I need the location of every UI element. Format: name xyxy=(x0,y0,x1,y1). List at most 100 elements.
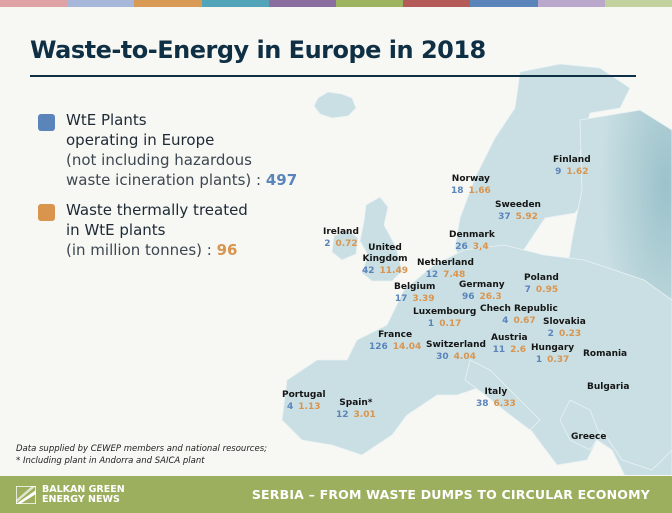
plants-count: 4 xyxy=(502,316,509,326)
plants-count: 2 xyxy=(324,239,331,249)
country-label-hungary: Hungary 1 0.37 xyxy=(531,343,574,366)
orange-square-icon xyxy=(38,204,55,221)
country-name: Portugal xyxy=(282,390,326,400)
country-name: Belgium xyxy=(394,282,436,292)
footer-bar: BALKAN GREEN ENERGY NEWS SERBIA – FROM W… xyxy=(0,476,672,513)
plants-count: 1 xyxy=(535,355,543,365)
title-underline xyxy=(30,75,636,77)
waste-amount: 0.95 xyxy=(535,285,559,295)
greece-shape xyxy=(559,399,601,451)
stripe-segment xyxy=(537,0,605,7)
scandinavia-shape xyxy=(454,63,631,279)
plants-count: 12 xyxy=(336,410,349,420)
italy-shape xyxy=(464,359,541,431)
page-title: Waste-to-Energy in Europe in 2018 xyxy=(30,36,486,64)
plants-count: 11 xyxy=(492,345,506,355)
europe-map xyxy=(281,63,672,475)
country-label-denmark: Denmark 26 3,4 xyxy=(449,230,495,253)
country-name: Slovakia xyxy=(543,317,586,327)
country-label-switzerland: Switzerland 30 4.04 xyxy=(426,340,486,363)
stripe-segment xyxy=(470,0,538,7)
country-label-belgium: Belgium 17 3.39 xyxy=(394,282,435,305)
legend: WtE Plants operating in Europe (not incl… xyxy=(38,110,297,260)
country-label-norway: Norway 18 1.66 xyxy=(451,174,491,197)
waste-amount: 0.67 xyxy=(513,316,536,326)
country-name: France xyxy=(378,330,413,340)
country-name: Poland xyxy=(524,273,559,283)
country-name: Italy xyxy=(484,387,508,397)
footer-series-title: SERBIA – FROM WASTE DUMPS TO CIRCULAR EC… xyxy=(251,487,650,502)
source-note: Data supplied by CEWEP members and natio… xyxy=(16,443,267,467)
country-name: Hungary xyxy=(531,343,575,353)
stripe-segment xyxy=(67,0,135,7)
country-label-luxembourg: Luxembourg 1 0.17 xyxy=(413,307,476,330)
plants-count: 2 xyxy=(547,329,554,339)
legend-plants-line3: (not including hazardous xyxy=(66,151,252,169)
country-label-finland: Finland 9 1.62 xyxy=(553,155,591,178)
total-plants-value: 497 xyxy=(265,171,298,189)
plants-count: 17 xyxy=(394,294,408,304)
source-note-line2: * Including plant in Andorra and SAICA p… xyxy=(16,456,205,466)
country-label-romania: Romania xyxy=(583,349,627,360)
country-label-italy: Italy 38 6.33 xyxy=(476,387,516,410)
waste-amount: 3.01 xyxy=(353,410,376,420)
waste-amount: 26.3 xyxy=(479,292,502,302)
stripe-segment xyxy=(134,0,202,7)
waste-amount: 5.92 xyxy=(515,212,538,222)
plants-count: 7 xyxy=(524,285,531,295)
country-name: Sweeden xyxy=(495,200,541,210)
stripe-segment xyxy=(403,0,471,7)
legend-item-plants: WtE Plants operating in Europe (not incl… xyxy=(38,110,297,190)
plants-count: 26 xyxy=(455,242,468,252)
country-name: Luxembourg xyxy=(413,307,477,317)
bgen-logo-icon xyxy=(16,486,36,504)
legend-waste-line2: in WtE plants xyxy=(66,221,166,239)
waste-amount: 0.37 xyxy=(547,355,570,365)
country-label-ireland: Ireland 2 0.72 xyxy=(323,227,359,250)
country-name: Bulgaria xyxy=(587,382,630,392)
waste-amount: 3,4 xyxy=(472,242,489,252)
uk-shape xyxy=(359,196,403,282)
stripe-segment xyxy=(201,0,269,7)
waste-amount: 2.6 xyxy=(510,345,527,355)
waste-amount: 0.23 xyxy=(558,329,582,339)
plants-count: 37 xyxy=(498,212,511,222)
waste-amount: 1.62 xyxy=(566,167,589,177)
plants-count: 18 xyxy=(451,186,464,196)
stripe-segment xyxy=(604,0,672,7)
legend-waste-line3-text: (in million tonnes) : xyxy=(66,241,217,259)
country-label-netherland: Netherland 12 7.48 xyxy=(417,258,474,281)
legend-plants-line2: operating in Europe xyxy=(66,131,215,149)
color-stripe-bar xyxy=(0,0,672,7)
waste-amount: 3.39 xyxy=(412,294,435,304)
country-label-bulgaria: Bulgaria xyxy=(587,382,629,393)
plants-count: 96 xyxy=(461,292,475,302)
country-name: Spain* xyxy=(339,398,373,408)
waste-amount: 4.04 xyxy=(453,352,476,362)
country-label-greece: Greece xyxy=(571,432,606,443)
logo-line2: ENERGY NEWS xyxy=(42,494,120,505)
country-name: Finland xyxy=(553,155,591,165)
country-label-germany: Germany 96 26.3 xyxy=(459,280,505,303)
blue-square-icon xyxy=(38,114,55,131)
waste-amount: 7.48 xyxy=(443,270,466,280)
waste-amount: 1.13 xyxy=(298,402,321,412)
total-waste-value: 96 xyxy=(216,241,238,259)
ireland-shape xyxy=(331,229,359,261)
plants-count: 4 xyxy=(287,402,294,412)
country-label-france: France 126 14.04 xyxy=(369,330,421,353)
waste-amount: 11.49 xyxy=(379,266,408,276)
stripe-segment xyxy=(0,0,68,7)
stripe-segment xyxy=(336,0,404,7)
legend-waste-line3: (in million tonnes) : 96 xyxy=(66,240,297,260)
country-name: Chech Republic xyxy=(480,304,558,314)
plants-count: 9 xyxy=(555,167,562,177)
country-name-line2: Kingdom xyxy=(362,254,408,264)
country-name: Ireland xyxy=(323,227,359,237)
logo-line1: BALKAN GREEN xyxy=(42,484,125,495)
waste-amount: 14.04 xyxy=(392,342,422,352)
brand-logo[interactable]: BALKAN GREEN ENERGY NEWS xyxy=(16,485,125,505)
country-name-line1: United xyxy=(368,243,402,253)
country-label-united-kingdom: United Kingdom 42 11.49 xyxy=(362,243,408,277)
country-label-chech-republic: Chech Republic 4 0.67 xyxy=(480,304,558,327)
